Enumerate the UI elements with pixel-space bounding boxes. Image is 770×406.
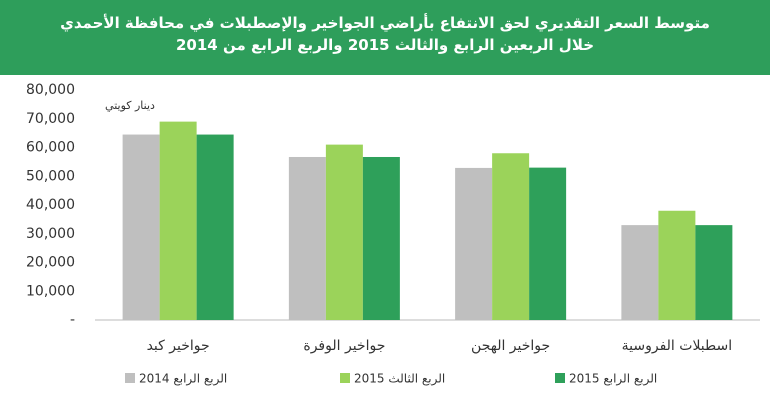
bar — [122, 134, 160, 320]
legend-swatch — [555, 373, 565, 383]
x-tick-label: جواخير كبد — [147, 338, 210, 354]
bar — [658, 210, 696, 320]
legend-label: الربع الثالث 2015 — [354, 372, 445, 387]
title-banner: متوسط السعر التقديري لحق الانتفاع بأراضي… — [0, 0, 770, 75]
x-tick-label: جواخير الوفرة — [303, 338, 385, 354]
y-tick-label: 60,000 — [26, 140, 75, 156]
bar — [159, 121, 197, 320]
chart-subtitle: خلال الربعين الرابع والثالث 2015 والربع … — [175, 36, 595, 54]
legend-label: الربع الرابع 2014 — [139, 372, 227, 387]
x-tick-label: جواخير الهجن — [471, 338, 550, 354]
legend-label: الربع الرابع 2015 — [569, 372, 657, 387]
y-tick-label: 40,000 — [26, 197, 75, 213]
bar — [492, 153, 530, 320]
unit-label: دينار كويتي — [105, 99, 155, 112]
y-tick-label: 30,000 — [26, 226, 75, 242]
y-tick-label: 80,000 — [26, 82, 75, 98]
bar — [288, 156, 326, 320]
bar — [455, 167, 493, 320]
y-tick-label: 70,000 — [26, 111, 75, 127]
bar — [529, 167, 567, 320]
bar — [362, 156, 400, 320]
y-tick-label: 10,000 — [26, 283, 75, 299]
legend-swatch — [340, 373, 350, 383]
y-tick-label: 20,000 — [26, 255, 75, 271]
bar — [196, 134, 234, 320]
legend-swatch — [125, 373, 135, 383]
x-tick-label: اسطبلات الفروسية — [622, 338, 733, 354]
bar — [325, 144, 363, 320]
y-tick-label: 50,000 — [26, 168, 75, 184]
chart-title: متوسط السعر التقديري لحق الانتفاع بأراضي… — [60, 14, 710, 32]
bar — [621, 225, 659, 320]
bar — [695, 225, 733, 320]
y-tick-label: - — [70, 312, 75, 328]
